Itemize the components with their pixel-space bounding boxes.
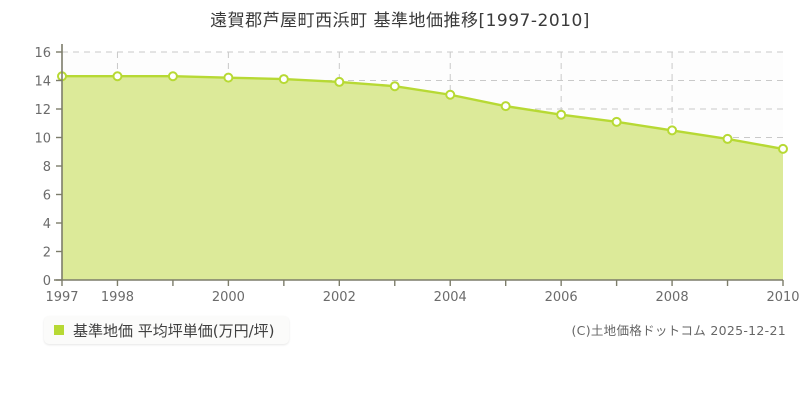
y-tick-label: 8 (43, 160, 51, 175)
legend-label: 基準地価 平均坪単価(万円/坪) (73, 321, 275, 340)
square-marker-icon (54, 325, 64, 335)
x-tick-label: 2006 (545, 290, 578, 305)
x-tick-label: 2008 (656, 290, 689, 305)
y-tick-label: 6 (43, 189, 51, 204)
axes (54, 44, 784, 286)
y-tick-label: 0 (43, 274, 51, 289)
x-tick-label: 1998 (101, 290, 134, 305)
x-tick-label: 2000 (212, 290, 245, 305)
x-axis-tick-labels: 1997 1998 2000 2002 2004 2006 2008 2010 (45, 290, 799, 305)
y-tick-label: 4 (43, 217, 51, 232)
x-tick-label: 2010 (766, 290, 799, 305)
y-axis-tick-labels: 0 2 4 6 8 10 12 14 16 (34, 46, 51, 289)
y-tick-label: 16 (34, 46, 51, 61)
y-tick-label: 2 (43, 246, 51, 261)
page-title: 遠賀郡芦屋町西浜町 基準地価推移[1997-2010] (210, 11, 590, 31)
chart-plot-area: 0 2 4 6 8 10 12 14 16 1997 1998 2000 2002 2004 2006 20… (34, 44, 800, 305)
y-tick-label: 10 (34, 132, 51, 147)
line-series (60, 75, 785, 151)
x-tick-label: 1997 (45, 290, 78, 305)
copyright-notice: (C)土地価格ドットコム 2025-12-21 (571, 323, 786, 338)
chart-legend: 基準地価 平均坪単価(万円/坪) (44, 316, 289, 344)
y-tick-label: 14 (34, 75, 51, 90)
area-series-fill (62, 76, 783, 280)
x-tick-label: 2004 (434, 290, 467, 305)
y-tick-label: 12 (34, 103, 51, 118)
x-tick-label: 2002 (323, 290, 356, 305)
